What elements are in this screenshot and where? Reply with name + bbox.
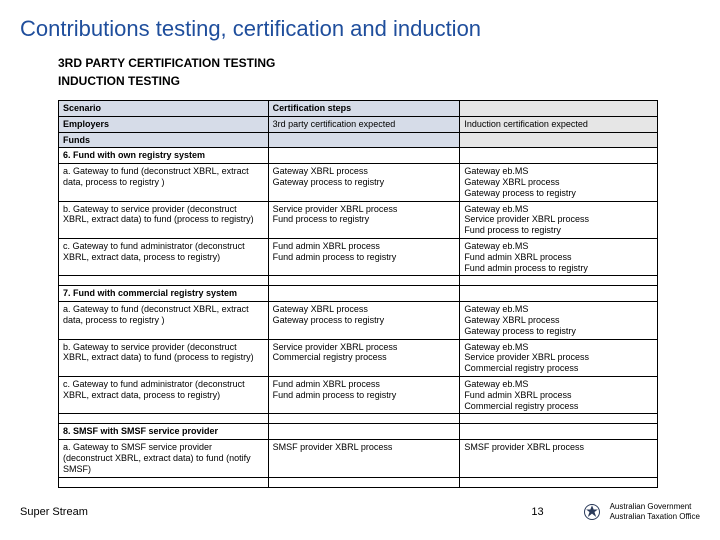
cell <box>460 424 658 440</box>
cell <box>268 286 460 302</box>
row-section-8: 8. SMSF with SMSF service provider <box>59 424 658 440</box>
row-funds: Funds <box>59 132 658 148</box>
footer-left: Super Stream <box>20 506 88 518</box>
cell: Gateway XBRL processGateway process to r… <box>268 164 460 201</box>
cell <box>268 132 460 148</box>
row-employers: Employers 3rd party certification expect… <box>59 116 658 132</box>
cell: 7. Fund with commercial registry system <box>59 286 269 302</box>
row-6b: b. Gateway to service provider (deconstr… <box>59 201 658 238</box>
table-wrap: Scenario Certification steps Employers 3… <box>58 100 658 488</box>
cell: Service provider XBRL processCommercial … <box>268 339 460 376</box>
cell: Gateway eb.MSService provider XBRL proce… <box>460 201 658 238</box>
row-8a: a. Gateway to SMSF service provider (dec… <box>59 440 658 477</box>
th-empty <box>460 101 658 117</box>
cell: Induction certification expected <box>460 116 658 132</box>
cell: Fund admin XBRL processFund admin proces… <box>268 238 460 275</box>
cell <box>460 148 658 164</box>
cell: Gateway eb.MSFund admin XBRL processFund… <box>460 238 658 275</box>
cell: b. Gateway to service provider (deconstr… <box>59 339 269 376</box>
cell: Gateway XBRL processGateway process to r… <box>268 302 460 339</box>
cell: c. Gateway to fund administrator (decons… <box>59 376 269 413</box>
cell: SMSF provider XBRL process <box>268 440 460 477</box>
subtitle-2: INDUCTION TESTING <box>58 74 700 88</box>
cell: a. Gateway to SMSF service provider (dec… <box>59 440 269 477</box>
certification-table: Scenario Certification steps Employers 3… <box>58 100 658 488</box>
cell: Employers <box>59 116 269 132</box>
th-steps: Certification steps <box>268 101 460 117</box>
page-number: 13 <box>531 506 543 518</box>
cell: Gateway eb.MSService provider XBRL proce… <box>460 339 658 376</box>
cell: 3rd party certification expected <box>268 116 460 132</box>
cell: c. Gateway to fund administrator (decons… <box>59 238 269 275</box>
row-6a: a. Gateway to fund (deconstruct XBRL, ex… <box>59 164 658 201</box>
row-empty <box>59 414 658 424</box>
cell: Gateway eb.MSGateway XBRL processGateway… <box>460 302 658 339</box>
row-6c: c. Gateway to fund administrator (decons… <box>59 238 658 275</box>
row-7b: b. Gateway to service provider (deconstr… <box>59 339 658 376</box>
cell <box>268 148 460 164</box>
subtitle-1: 3RD PARTY CERTIFICATION TESTING <box>58 56 700 70</box>
cell: Funds <box>59 132 269 148</box>
slide-title: Contributions testing, certification and… <box>20 16 700 42</box>
gov-line2: Australian Taxation Office <box>610 512 700 522</box>
slide: Contributions testing, certification and… <box>0 0 720 540</box>
cell: a. Gateway to fund (deconstruct XBRL, ex… <box>59 164 269 201</box>
crest-icon <box>582 502 602 522</box>
cell: Service provider XBRL processFund proces… <box>268 201 460 238</box>
cell: SMSF provider XBRL process <box>460 440 658 477</box>
row-empty <box>59 276 658 286</box>
cell <box>268 424 460 440</box>
row-7c: c. Gateway to fund administrator (decons… <box>59 376 658 413</box>
row-7a: a. Gateway to fund (deconstruct XBRL, ex… <box>59 302 658 339</box>
cell: 6. Fund with own registry system <box>59 148 269 164</box>
cell: Gateway eb.MSFund admin XBRL processComm… <box>460 376 658 413</box>
cell <box>460 132 658 148</box>
row-section-7: 7. Fund with commercial registry system <box>59 286 658 302</box>
row-section-6: 6. Fund with own registry system <box>59 148 658 164</box>
footer: Super Stream 13 Australian Government Au… <box>20 502 700 522</box>
cell: a. Gateway to fund (deconstruct XBRL, ex… <box>59 302 269 339</box>
gov-text: Australian Government Australian Taxatio… <box>610 502 700 521</box>
cell: 8. SMSF with SMSF service provider <box>59 424 269 440</box>
cell <box>460 286 658 302</box>
th-scenario: Scenario <box>59 101 269 117</box>
cell: Fund admin XBRL processFund admin proces… <box>268 376 460 413</box>
cell: b. Gateway to service provider (deconstr… <box>59 201 269 238</box>
gov-line1: Australian Government <box>610 502 700 512</box>
footer-right: 13 Australian Government Australian Taxa… <box>531 502 700 522</box>
cell: Gateway eb.MSGateway XBRL processGateway… <box>460 164 658 201</box>
row-empty <box>59 477 658 487</box>
table-header-row: Scenario Certification steps <box>59 101 658 117</box>
